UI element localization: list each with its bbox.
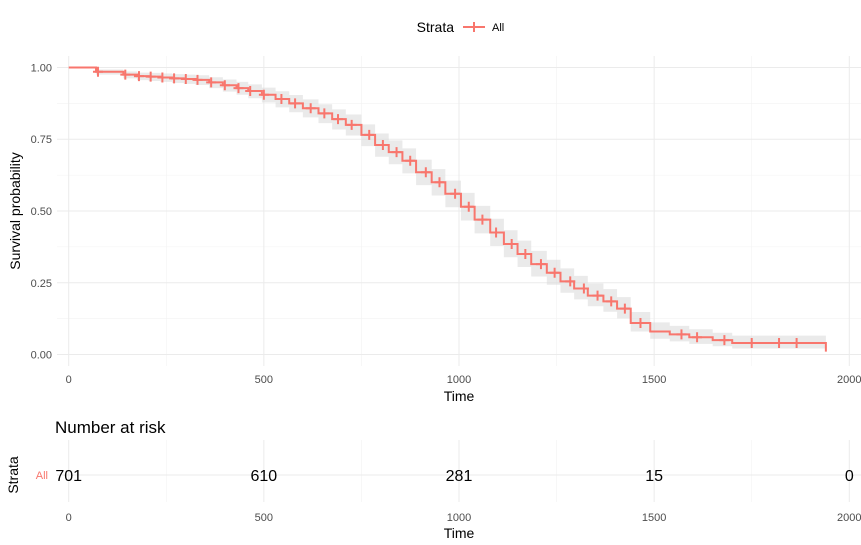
censor-mark bbox=[619, 303, 630, 314]
risk-count: 0 bbox=[845, 468, 854, 485]
y-tick-label: 0.00 bbox=[31, 350, 52, 362]
legend-title: Strata bbox=[417, 19, 455, 35]
censor-mark bbox=[377, 139, 388, 150]
censor-mark bbox=[565, 276, 576, 287]
censor-mark bbox=[169, 73, 180, 84]
censor-mark bbox=[206, 77, 217, 88]
risk-table-title: Number at risk bbox=[55, 418, 166, 437]
censor-mark bbox=[592, 290, 603, 301]
censor-mark bbox=[676, 329, 687, 340]
censor-mark bbox=[219, 80, 230, 91]
x-tick-label: 0 bbox=[66, 374, 72, 386]
censor-mark bbox=[276, 94, 287, 105]
censor-mark bbox=[434, 177, 445, 188]
risk-row-label-all: All bbox=[36, 470, 48, 482]
censor-mark bbox=[606, 296, 617, 307]
censor-mark bbox=[463, 201, 474, 212]
censor-mark bbox=[535, 259, 546, 270]
risk-x-tick-label: 2000 bbox=[837, 512, 861, 524]
y-axis-title: Survival probability bbox=[7, 152, 23, 270]
censor-mark bbox=[333, 114, 344, 125]
censor-mark bbox=[364, 129, 375, 140]
censor-mark bbox=[578, 283, 589, 294]
censor-mark bbox=[133, 71, 144, 82]
risk-x-axis-title: Time bbox=[444, 525, 475, 541]
risk-x-tick-label: 0 bbox=[66, 512, 72, 524]
censor-mark bbox=[692, 332, 703, 343]
censor-mark bbox=[774, 338, 785, 349]
censor-mark bbox=[120, 69, 131, 80]
censor-mark bbox=[157, 72, 168, 83]
y-tick-label: 0.25 bbox=[31, 278, 52, 290]
censor-mark bbox=[420, 167, 431, 178]
censor-mark bbox=[233, 83, 244, 94]
y-tick-label: 0.75 bbox=[31, 134, 52, 146]
survival-curve-all bbox=[68, 66, 827, 352]
y-tick-label: 0.50 bbox=[31, 206, 52, 218]
censor-mark bbox=[305, 103, 316, 114]
censor-mark bbox=[290, 98, 301, 109]
censor-mark bbox=[245, 86, 256, 97]
censor-mark bbox=[791, 338, 802, 349]
x-tick-label: 1000 bbox=[447, 374, 471, 386]
risk-x-tick-label: 1500 bbox=[642, 512, 666, 524]
censor-mark bbox=[719, 335, 730, 346]
censor-mark bbox=[635, 317, 646, 328]
censor-mark bbox=[549, 267, 560, 278]
censor-mark bbox=[391, 147, 402, 158]
censor-mark bbox=[346, 119, 357, 130]
x-tick-label: 500 bbox=[255, 374, 273, 386]
censor-mark bbox=[180, 73, 191, 84]
censor-mark bbox=[746, 338, 757, 349]
censor-mark bbox=[405, 155, 416, 166]
censor-mark bbox=[145, 71, 156, 82]
x-tick-label: 1500 bbox=[642, 374, 666, 386]
risk-x-tick-label: 1000 bbox=[447, 512, 471, 524]
censor-mark bbox=[450, 188, 461, 199]
risk-x-tick-label: 500 bbox=[255, 512, 273, 524]
risk-count: 15 bbox=[645, 468, 663, 485]
legend-key-censor-icon bbox=[469, 22, 479, 32]
x-axis-title: Time bbox=[444, 388, 475, 404]
censor-mark bbox=[192, 74, 203, 85]
x-tick-label: 2000 bbox=[837, 374, 861, 386]
censor-mark bbox=[92, 66, 103, 77]
risk-count: 701 bbox=[55, 468, 82, 485]
censor-mark bbox=[319, 108, 330, 119]
censor-mark bbox=[477, 214, 488, 225]
censor-mark bbox=[506, 239, 517, 250]
risk-count: 281 bbox=[446, 468, 473, 485]
censor-mark bbox=[491, 227, 502, 238]
legend-label-all: All bbox=[492, 22, 504, 34]
censor-mark bbox=[520, 249, 531, 260]
y-tick-label: 1.00 bbox=[31, 62, 52, 74]
censor-mark bbox=[258, 89, 269, 100]
risk-y-axis-title: Strata bbox=[5, 456, 21, 494]
risk-count: 610 bbox=[251, 468, 278, 485]
